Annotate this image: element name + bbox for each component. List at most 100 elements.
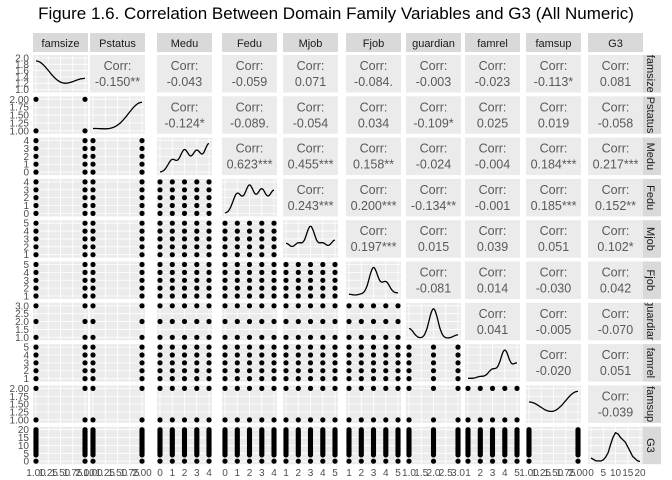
point xyxy=(383,458,389,464)
point xyxy=(194,236,200,242)
point xyxy=(489,385,496,391)
point xyxy=(271,244,277,250)
point xyxy=(246,385,253,391)
x-tick-label: 0 xyxy=(588,468,594,479)
y-tick-label: 1 xyxy=(23,374,29,385)
panel-famsize-Mjob: Corr: 0.071 xyxy=(283,55,338,93)
point xyxy=(283,318,289,325)
point xyxy=(295,368,301,374)
point xyxy=(358,427,364,433)
point xyxy=(332,285,338,291)
point xyxy=(157,385,163,391)
point xyxy=(346,318,352,325)
point xyxy=(307,385,314,391)
point xyxy=(139,385,145,391)
y-tick-label: 2 xyxy=(23,152,29,163)
point xyxy=(283,344,289,350)
point xyxy=(90,138,96,144)
panel-famsup-famsize xyxy=(33,385,88,423)
corr-value-famsize-Pstatus: -0.150** xyxy=(95,75,140,89)
strip-top-Fjob xyxy=(346,33,401,52)
density-curve-guardian xyxy=(408,308,458,339)
panel-famrel-Fedu xyxy=(222,344,277,382)
point xyxy=(206,360,212,366)
point xyxy=(271,236,277,242)
panel-Medu-famsup: Corr: 0.184*** xyxy=(526,137,581,176)
point xyxy=(181,277,188,283)
point xyxy=(90,303,96,309)
point xyxy=(295,285,301,291)
point xyxy=(346,458,352,464)
corr-label: Corr: xyxy=(297,100,325,114)
strip-top-label-Pstatus: Pstatus xyxy=(99,38,136,50)
point xyxy=(194,352,200,358)
point xyxy=(307,417,314,423)
point xyxy=(395,368,401,374)
strip-right-Mjob xyxy=(641,220,661,258)
point xyxy=(169,458,175,464)
point xyxy=(181,417,188,423)
corr-value-famsize-famsup: -0.113* xyxy=(534,75,574,89)
panel-guardian-Fjob xyxy=(346,302,401,341)
point xyxy=(33,179,39,185)
point xyxy=(259,252,265,258)
point xyxy=(320,261,326,268)
corr-value-guardian-famrel: 0.041 xyxy=(477,323,508,337)
point xyxy=(246,220,253,226)
point xyxy=(246,352,253,358)
point xyxy=(139,334,145,340)
point xyxy=(383,385,389,391)
point xyxy=(222,220,228,226)
point xyxy=(370,352,377,358)
panel-Fjob-famsup: Corr: -0.030 xyxy=(526,261,581,299)
point xyxy=(90,153,96,159)
point xyxy=(383,376,389,382)
strip-right-Fjob xyxy=(641,261,661,299)
point xyxy=(234,252,240,258)
corr-label: Corr: xyxy=(602,348,630,362)
panel-famrel-Pstatus xyxy=(90,344,145,382)
x-tick-label: 4 xyxy=(271,468,277,479)
corr-label: Corr: xyxy=(540,142,568,156)
point xyxy=(33,236,39,242)
strip-top-label-famrel: famrel xyxy=(477,38,508,50)
point xyxy=(346,417,352,423)
point xyxy=(455,376,461,382)
point xyxy=(194,334,200,340)
point xyxy=(90,179,96,185)
point xyxy=(82,269,88,275)
point xyxy=(169,252,175,258)
point xyxy=(455,360,461,366)
strip-right-guardian xyxy=(641,302,661,341)
point xyxy=(455,427,461,433)
x-tick-label: 1.00 xyxy=(26,468,46,479)
y-tick-label: 1.50 xyxy=(10,400,30,411)
panel-famrel-G3: Corr: 0.051 xyxy=(588,344,643,382)
x-tick-label: 1.50 xyxy=(108,468,128,479)
point xyxy=(90,244,96,250)
point xyxy=(271,352,277,358)
y-tick-label: 0 xyxy=(23,168,29,179)
strip-top-label-guardian: guardian xyxy=(412,38,455,50)
corr-label: Corr: xyxy=(602,389,630,403)
point xyxy=(157,202,163,209)
corr-value-famsize-famrel: -0.023 xyxy=(475,75,510,89)
point xyxy=(222,385,228,391)
point xyxy=(332,344,338,350)
point xyxy=(295,360,301,366)
point xyxy=(234,334,240,340)
panel-famrel-Fjob xyxy=(346,344,401,382)
density-curve-Medu xyxy=(159,142,210,173)
corr-value-Mjob-famrel: 0.039 xyxy=(477,240,508,254)
point xyxy=(90,352,96,358)
point xyxy=(234,261,240,268)
panel-Mjob-Fjob: Corr: 0.197*** xyxy=(346,220,401,258)
point xyxy=(271,285,277,291)
panel-G3-famsup xyxy=(526,426,581,465)
x-tick-label: 4 xyxy=(206,468,212,479)
y-tick-label: 5 xyxy=(23,260,29,271)
panel-Pstatus-G3: Corr: -0.058 xyxy=(588,96,643,134)
point xyxy=(383,303,389,309)
y-tick-label: 4 xyxy=(23,136,29,147)
point xyxy=(169,195,175,201)
